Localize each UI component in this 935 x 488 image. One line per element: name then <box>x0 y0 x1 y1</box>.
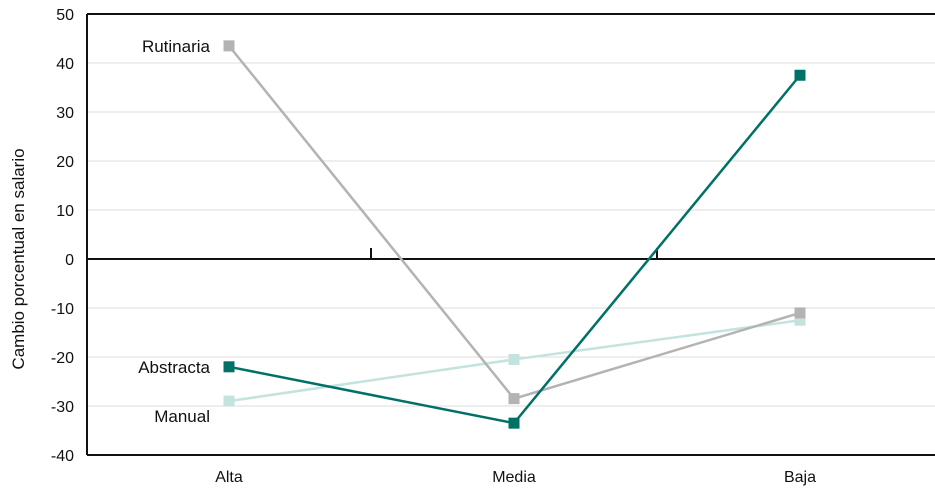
plot-frame <box>86 13 935 456</box>
y-tick-label: -10 <box>51 301 74 318</box>
y-tick-label: 0 <box>65 252 74 269</box>
y-tick-label: 50 <box>56 7 74 24</box>
marker-rutinaria <box>508 393 520 405</box>
marker-abstracta <box>508 417 520 429</box>
marker-rutinaria <box>223 40 235 52</box>
marker-manual <box>794 314 806 326</box>
y-tick-label: 30 <box>56 105 74 122</box>
series-label-rutinaria: Rutinaria <box>142 37 211 56</box>
y-axis-tick-labels: 50 40 30 20 10 0 -10 -20 -30 -40 <box>51 7 74 465</box>
x-tick-label: Baja <box>784 469 816 486</box>
marker-rutinaria <box>794 307 806 319</box>
y-tick-label: 20 <box>56 154 74 171</box>
y-tick-label: -20 <box>51 350 74 367</box>
x-tick-label: Media <box>492 469 536 486</box>
x-tick-label: Alta <box>215 469 243 486</box>
y-tick-label: -30 <box>51 399 74 416</box>
series-line-abstracta <box>228 74 801 425</box>
y-axis-title: Cambio porcentual en salario <box>9 148 28 369</box>
marker-manual <box>223 395 235 407</box>
marker-abstracta <box>223 361 235 373</box>
series-label-abstracta: Abstracta <box>138 358 210 377</box>
series-lines <box>228 45 801 425</box>
y-tick-label: 40 <box>56 56 74 73</box>
marker-manual <box>508 353 520 365</box>
series-markers <box>223 40 806 429</box>
series-line-rutinaria <box>228 45 801 401</box>
series-label-manual: Manual <box>154 407 210 426</box>
marker-abstracta <box>794 69 806 81</box>
y-tick-label: -40 <box>51 448 74 465</box>
y-tick-label: 10 <box>56 203 74 220</box>
series-labels: Rutinaria Abstracta Manual <box>138 37 210 426</box>
x-axis-tick-labels: Alta Media Baja <box>215 469 816 486</box>
